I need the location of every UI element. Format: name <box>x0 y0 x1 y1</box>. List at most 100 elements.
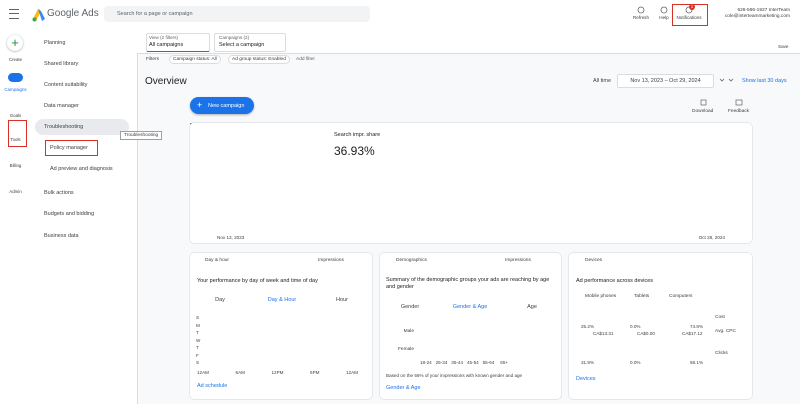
card-title: Devices <box>585 258 603 263</box>
expanded-item-bg <box>35 119 129 135</box>
action-icon <box>660 6 668 14</box>
card-summary: Summary of the demographic groups your a… <box>386 277 550 290</box>
menu-sub-item[interactable]: Ad preview and diagnosis <box>50 166 113 172</box>
menu-item[interactable]: Bulk actions <box>44 190 74 196</box>
legend-label: Computers <box>669 294 693 299</box>
plus-icon: + <box>197 100 203 110</box>
feedback-icon <box>735 99 743 106</box>
menu-item[interactable]: Business data <box>44 233 79 239</box>
tab[interactable]: Hour <box>336 297 348 303</box>
show-last-link[interactable]: Show last 30 days <box>742 78 787 84</box>
account-email: cole@interteammarketing.com <box>724 14 790 19</box>
card-summary: Ad performance across devices <box>576 278 654 284</box>
rail-item[interactable]: Goals <box>9 113 22 118</box>
campaign-selector[interactable] <box>214 33 286 52</box>
device-value: 0.0% <box>630 324 641 329</box>
create-button[interactable]: + <box>7 35 23 51</box>
chevron <box>728 78 734 82</box>
device-value: 25.2% <box>581 324 595 329</box>
device-value: CA$0.00 <box>637 330 655 336</box>
metric-name[interactable]: Search impr. share <box>334 132 381 138</box>
metric-value: 72 <box>196 144 210 158</box>
new-campaign-button[interactable] <box>190 97 254 114</box>
menu-item-expanded[interactable]: Troubleshooting <box>44 124 84 130</box>
tab[interactable]: Gender <box>400 304 420 310</box>
rail-item[interactable]: Billing <box>9 163 22 168</box>
metric-name[interactable]: Clicks <box>196 132 211 138</box>
filters-label: Filters <box>146 57 160 62</box>
hour-label: 6AM <box>235 370 245 375</box>
top-action[interactable]: Refresh <box>632 15 650 20</box>
nav-rail <box>0 28 30 404</box>
view-label: View (2 filters) <box>149 35 179 40</box>
age-label: 55-64 <box>482 360 495 365</box>
menu-sub-item[interactable]: Policy manager <box>50 145 88 151</box>
side-panel <box>30 28 138 404</box>
view-selector[interactable] <box>146 33 210 52</box>
campaigns-icon <box>8 73 23 82</box>
rail-item[interactable]: Admin <box>9 189 22 194</box>
search-box[interactable] <box>104 6 370 22</box>
ads-logo <box>32 9 45 22</box>
day-label: S <box>196 360 200 366</box>
device-value: 74.8% <box>690 324 704 329</box>
account-id: 626-586-1927 InterTeam <box>737 8 790 13</box>
age-label: 65+ <box>500 360 509 365</box>
overview-card <box>190 123 752 243</box>
download-icon <box>700 99 707 106</box>
metric-dropdown[interactable]: Impressions <box>318 258 344 263</box>
highlight-box <box>45 140 98 156</box>
rail-item[interactable]: Campaigns <box>4 87 27 92</box>
rail-item[interactable]: Tools <box>10 137 21 142</box>
card-link[interactable]: Ad schedule <box>197 383 228 389</box>
highlight-box <box>8 120 27 147</box>
chevron <box>719 78 725 82</box>
tab[interactable]: Gender & Age <box>452 304 488 310</box>
menu-item[interactable]: Data manager <box>44 103 79 109</box>
metric-dropdown[interactable]: Impressions <box>505 258 531 263</box>
hour-label: 12AM <box>196 370 210 375</box>
tab[interactable]: Day <box>215 297 225 303</box>
metric-value: $1.12K <box>404 144 443 158</box>
day-hour-card <box>190 253 372 399</box>
filter-chip[interactable]: Ad group status: Enabled <box>228 55 290 64</box>
feedback-button[interactable]: Feedback <box>728 109 750 114</box>
action-icon <box>637 6 645 14</box>
hour-label: 12PM <box>271 370 284 375</box>
metric-name[interactable]: Impressions <box>268 132 298 138</box>
device-value: CA$17.12 <box>682 330 703 336</box>
menu-button[interactable] <box>9 9 19 19</box>
campaigns-label: Campaigns (2) <box>219 35 250 40</box>
card-link[interactable]: Gender & Age <box>386 385 421 391</box>
menu-item[interactable]: Budgets and bidding <box>44 211 95 217</box>
device-value: 68.1% <box>690 360 704 365</box>
age-label: 35-44 <box>451 360 464 365</box>
menu-item[interactable]: Planning <box>44 40 66 46</box>
metric-dropdown[interactable]: Avg. CPC <box>715 329 736 334</box>
card-link[interactable]: Devices <box>576 376 596 382</box>
download-button[interactable]: Download <box>692 109 714 114</box>
app-name: Google Ads <box>47 8 99 19</box>
x-label: Oct 28, 2024 <box>698 235 725 240</box>
device-value: CA$13.31 <box>593 330 614 336</box>
tab[interactable]: Age <box>527 304 537 310</box>
metric-value: 1.49K <box>268 144 300 158</box>
campaigns-value: Select a campaign <box>219 42 265 48</box>
metric-name[interactable]: Cost <box>404 132 416 138</box>
add-filter[interactable]: Add filter <box>296 57 315 62</box>
day-label: S <box>196 315 200 320</box>
gender-label: Male <box>403 329 414 334</box>
rail-item[interactable]: Create <box>8 57 23 62</box>
save-button[interactable]: Save <box>778 44 789 49</box>
filter-chip[interactable]: Campaign status: All <box>169 55 221 64</box>
tab[interactable]: Day & Hour <box>267 297 297 303</box>
card-title: Demographics <box>396 258 427 263</box>
metric-dropdown[interactable]: Clicks <box>715 351 728 356</box>
top-action[interactable]: Help <box>659 15 669 20</box>
date-range[interactable]: Nov 13, 2023 – Oct 29, 2024 <box>617 74 714 88</box>
menu-item[interactable]: Shared library <box>44 61 79 67</box>
top-action[interactable]: Notifications <box>676 15 702 20</box>
metric-dropdown[interactable]: Cost <box>715 315 725 320</box>
menu-item[interactable]: Content suitability <box>44 82 88 88</box>
demographics-card <box>380 253 561 399</box>
